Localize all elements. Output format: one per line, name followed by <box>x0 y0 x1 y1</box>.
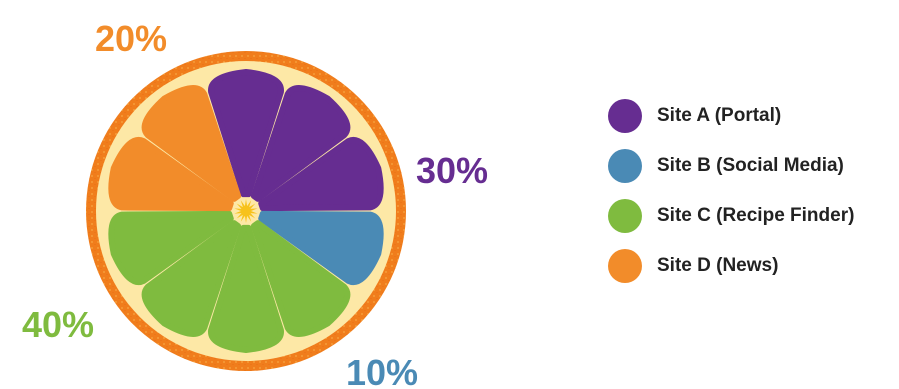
value-label-site-b: 10% <box>346 352 418 389</box>
legend-item-site-b: Site B (Social Media) <box>608 148 899 184</box>
pie-segment-site-d <box>108 136 234 212</box>
pie-segment-site-b <box>258 210 384 286</box>
legend-label-site-b: Site B (Social Media) <box>657 155 844 176</box>
legend-label-site-d: Site D (News) <box>657 255 779 276</box>
legend-label-site-c: Site C (Recipe Finder) <box>657 205 855 226</box>
legend-swatch-site-d <box>608 249 642 283</box>
legend-label-site-a: Site A (Portal) <box>657 105 782 126</box>
pie-segment-site-a <box>208 69 284 198</box>
legend-swatch-site-c <box>608 199 642 233</box>
pie-segment-site-a <box>258 136 384 212</box>
pie-segment-site-d <box>141 85 242 202</box>
pie-segment-site-c <box>108 210 234 286</box>
legend-item-site-a: Site A (Portal) <box>608 98 899 134</box>
orange-core <box>234 199 258 223</box>
pie-segment-site-c <box>141 220 242 337</box>
value-label-site-d: 20% <box>95 18 167 59</box>
value-label-site-a: 30% <box>416 150 488 191</box>
pie-segment-site-c <box>208 224 284 353</box>
legend-item-site-c: Site C (Recipe Finder) <box>608 198 899 234</box>
legend-item-site-d: Site D (News) <box>608 248 899 284</box>
pie-segment-site-c <box>250 220 351 337</box>
legend-swatch-site-a <box>608 99 642 133</box>
pie-segment-site-a <box>250 85 351 202</box>
legend: Site A (Portal) Site B (Social Media) Si… <box>608 98 899 298</box>
legend-swatch-site-b <box>608 149 642 183</box>
core-starburst <box>234 199 258 223</box>
value-label-site-c: 40% <box>22 304 94 345</box>
